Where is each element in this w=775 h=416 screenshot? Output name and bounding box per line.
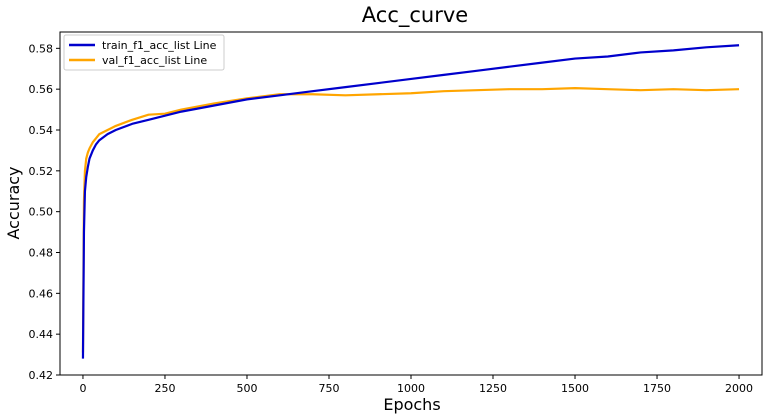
legend: train_f1_acc_list Line val_f1_acc_list L…: [63, 34, 225, 71]
y-tick-label: 0.46: [29, 287, 54, 300]
y-tick-label: 0.58: [29, 42, 54, 55]
chart-title: Acc_curve: [362, 3, 468, 28]
y-tick-label: 0.56: [29, 83, 54, 96]
x-axis: 0 250 500 750 1000 1250 1500 1750 2000: [79, 375, 753, 395]
legend-box: [63, 34, 225, 71]
x-tick-label: 250: [154, 382, 175, 395]
y-tick-label: 0.48: [29, 247, 54, 260]
series-line-train: [81, 44, 740, 359]
x-tick-label: 1500: [561, 382, 589, 395]
x-tick-label: 2000: [725, 382, 753, 395]
y-tick-label: 0.42: [29, 369, 54, 382]
x-tick-label: 1750: [643, 382, 671, 395]
series-line-val: [81, 87, 740, 353]
x-tick-label: 750: [318, 382, 339, 395]
y-tick-label: 0.52: [29, 165, 54, 178]
x-tick-label: 1250: [479, 382, 507, 395]
x-tick-label: 1000: [397, 382, 425, 395]
y-axis: 0.42 0.44 0.46 0.48 0.50 0.52 0.54 0.56 0.58: [29, 42, 60, 382]
y-tick-label: 0.44: [29, 328, 54, 341]
x-tick-label: 0: [79, 382, 86, 395]
series-lines: [81, 44, 740, 359]
legend-label-train: train_f1_acc_list Line: [102, 39, 217, 52]
plot-frame: [59, 31, 763, 376]
y-axis-label: Accuracy: [4, 166, 23, 239]
y-tick-label: 0.50: [29, 206, 54, 219]
x-tick-label: 500: [236, 382, 257, 395]
legend-label-val: val_f1_acc_list Line: [102, 54, 207, 67]
y-tick-label: 0.54: [29, 124, 54, 137]
x-axis-label: Epochs: [383, 395, 440, 414]
